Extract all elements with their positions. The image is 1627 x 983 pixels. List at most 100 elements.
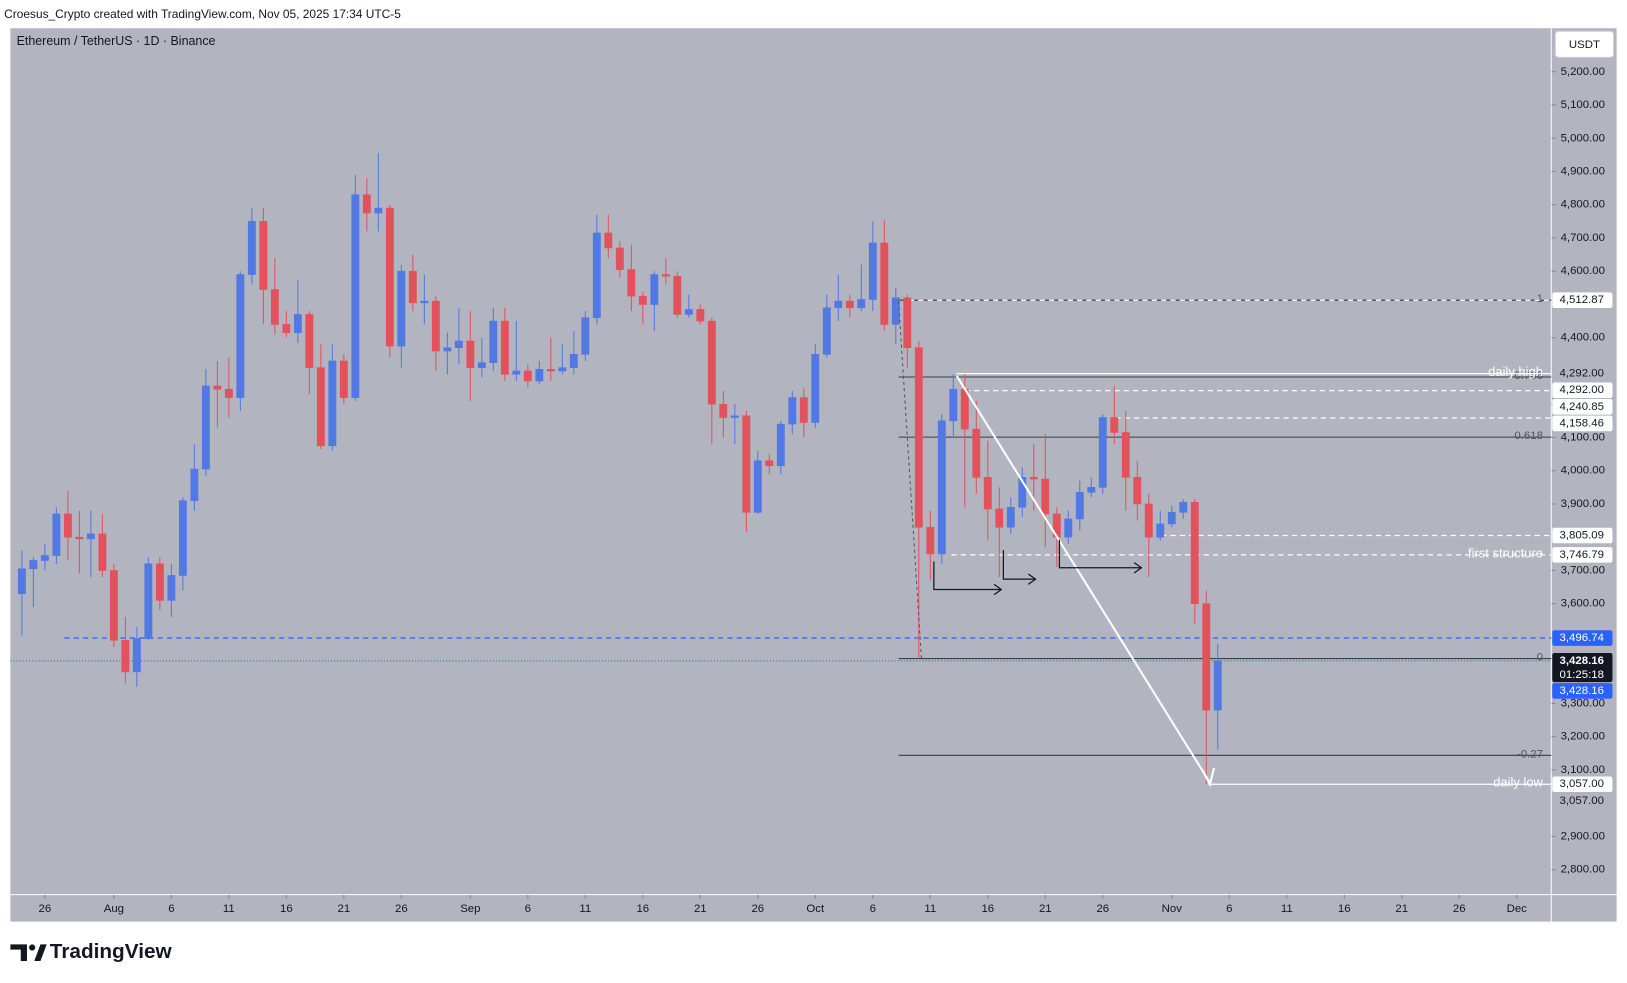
candle-body xyxy=(949,388,958,422)
price-tag-label: 4,158.46 xyxy=(1560,417,1604,429)
logo-mark xyxy=(29,944,36,951)
candle-body xyxy=(822,307,831,355)
candle-body xyxy=(454,340,463,349)
candle-body xyxy=(293,314,302,334)
candle-body xyxy=(443,347,452,352)
x-tick-label: 21 xyxy=(1039,903,1052,915)
candle-body xyxy=(995,508,1004,528)
candle-body xyxy=(972,428,981,478)
price-tag-label: 3,496.74 xyxy=(1560,632,1605,644)
candle-body xyxy=(535,369,544,382)
candle-body xyxy=(1179,501,1188,513)
candle-body xyxy=(845,300,854,309)
x-tick-label: 6 xyxy=(870,903,876,915)
x-tick-label: 26 xyxy=(39,903,52,915)
candle-body xyxy=(420,300,429,304)
price-tag-label: 3,057.00 xyxy=(1560,778,1604,790)
y-tick-label: 2,800.00 xyxy=(1561,864,1605,876)
price-line-note: first structure xyxy=(1468,545,1543,560)
candle-body xyxy=(351,194,360,398)
x-tick-label: Aug xyxy=(104,903,124,915)
candle-body xyxy=(385,207,394,347)
candle-body xyxy=(52,513,61,556)
candle-body xyxy=(259,221,268,290)
header: Croesus_Crypto created with TradingView.… xyxy=(4,7,401,21)
candle-body xyxy=(190,468,199,501)
candle-body xyxy=(638,295,647,305)
candle-body xyxy=(880,242,889,325)
candle-body xyxy=(983,477,992,510)
candle-body xyxy=(247,221,256,275)
currency-box[interactable] xyxy=(1554,30,1615,58)
drawing-trend-arrow xyxy=(955,375,1211,784)
logo-text: TradingView xyxy=(50,940,173,963)
candle-body xyxy=(581,317,590,355)
candle-body xyxy=(592,232,601,319)
logo-mark xyxy=(34,944,47,962)
candle-body xyxy=(1075,492,1084,520)
y-tick-label: 2,900.00 xyxy=(1561,830,1605,842)
price-line-note: daily low xyxy=(1493,775,1543,790)
currency: USDT xyxy=(1569,39,1600,51)
candle-body xyxy=(788,397,797,425)
price-tag xyxy=(1552,365,1613,382)
candle-body xyxy=(1190,501,1199,605)
candle-body xyxy=(500,320,509,375)
candle-body xyxy=(167,575,176,601)
price-tag-label: 4,240.85 xyxy=(1560,401,1604,413)
candle-body xyxy=(1087,487,1096,493)
candle-body xyxy=(558,367,567,372)
candle-body xyxy=(121,639,130,673)
candle-body xyxy=(673,275,682,315)
candle-body xyxy=(75,536,84,540)
candle-body xyxy=(40,555,49,561)
logo-mark xyxy=(10,944,27,962)
candle-body xyxy=(201,385,210,470)
candle-body xyxy=(408,270,417,304)
price-tag-label: 4,292.00 xyxy=(1560,384,1604,396)
candle-body xyxy=(707,320,716,405)
drawings xyxy=(898,301,1216,788)
candle-body xyxy=(477,362,486,368)
x-tick-label: 6 xyxy=(1226,903,1232,915)
x-tick-label: 21 xyxy=(694,903,707,915)
price-tag-label: 3,428.16 xyxy=(1560,685,1604,697)
x-tick-label: 6 xyxy=(525,903,531,915)
fib-ratio: 1 xyxy=(1537,293,1543,305)
candle-body xyxy=(282,324,291,334)
candle-body xyxy=(132,638,141,673)
candle-body xyxy=(1006,506,1015,528)
x-tick-label: 21 xyxy=(338,903,351,915)
x-tick-label: 21 xyxy=(1395,903,1408,915)
candle-body xyxy=(63,513,72,538)
candle-body xyxy=(270,289,279,325)
candle-body xyxy=(937,420,946,555)
fib-ratio: 0 xyxy=(1537,652,1543,664)
price-tag xyxy=(1552,793,1613,809)
candle-body xyxy=(98,533,107,571)
candle-body xyxy=(109,570,118,641)
y-tick-label: 4,400.00 xyxy=(1561,332,1605,344)
y-tick-label: 4,800.00 xyxy=(1561,199,1605,211)
candle-body xyxy=(960,388,969,430)
x-tick-label: 6 xyxy=(168,903,174,915)
candle-body xyxy=(489,320,498,363)
x-tick-label: 26 xyxy=(751,903,764,915)
drawing-arrow xyxy=(1058,539,1143,574)
drawing-arrow xyxy=(1002,550,1037,585)
candle-body xyxy=(431,300,440,352)
candle-body xyxy=(903,297,912,349)
price-tag xyxy=(1552,415,1613,432)
candle-body xyxy=(650,274,659,305)
candle-body xyxy=(811,354,820,423)
candle-body xyxy=(236,274,245,398)
price-tag xyxy=(1552,399,1613,415)
x-tick-label: 16 xyxy=(636,903,649,915)
drawing-arrow-head xyxy=(1201,767,1216,788)
y-tick-label: 3,200.00 xyxy=(1561,731,1605,743)
x-tick-label: Nov xyxy=(1162,903,1183,915)
candle-body xyxy=(569,354,578,368)
x-tick-label: Oct xyxy=(806,903,825,915)
candle-body xyxy=(1202,603,1211,711)
